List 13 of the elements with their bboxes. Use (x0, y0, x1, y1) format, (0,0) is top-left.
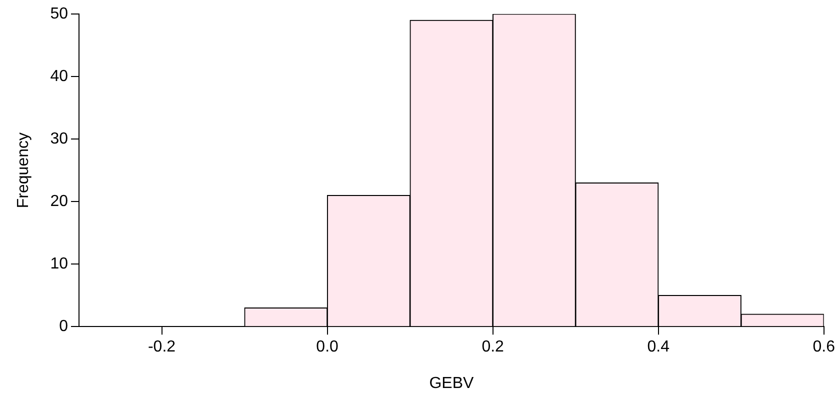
x-axis-title: GEBV (429, 374, 474, 392)
y-tick-label: 0 (59, 318, 68, 336)
y-tick-label: 10 (50, 255, 68, 272)
y-tick-label: 30 (50, 130, 68, 148)
x-tick-label: -0.2 (148, 338, 176, 356)
x-tick-label: 0.4 (647, 338, 670, 356)
y-tick-label: 40 (50, 68, 68, 85)
y-axis-title: Frequency (15, 132, 32, 208)
y-tick-label: 20 (50, 192, 68, 210)
x-tick-label: 0.6 (812, 338, 836, 356)
x-tick-label: 0.0 (316, 338, 339, 356)
x-tick-label: 0.2 (482, 338, 504, 356)
y-tick-label: 50 (50, 5, 68, 22)
